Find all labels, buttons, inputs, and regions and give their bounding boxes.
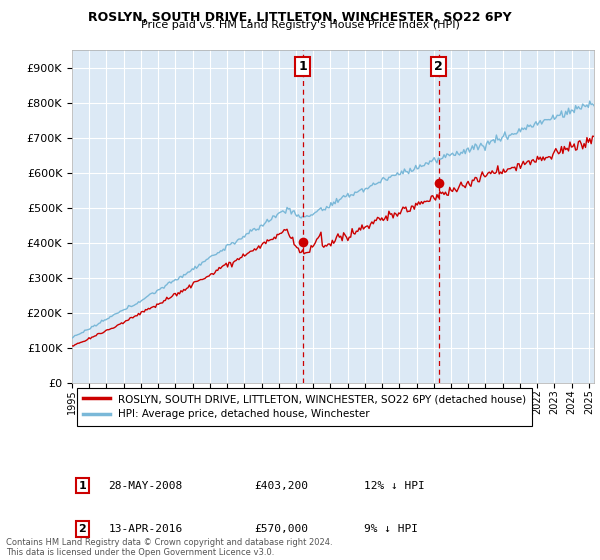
Text: 1: 1	[79, 480, 86, 491]
Legend: ROSLYN, SOUTH DRIVE, LITTLETON, WINCHESTER, SO22 6PY (detached house), HPI: Aver: ROSLYN, SOUTH DRIVE, LITTLETON, WINCHEST…	[77, 388, 532, 426]
Text: Price paid vs. HM Land Registry's House Price Index (HPI): Price paid vs. HM Land Registry's House …	[140, 20, 460, 30]
Text: £570,000: £570,000	[254, 524, 309, 534]
Text: 9% ↓ HPI: 9% ↓ HPI	[364, 524, 418, 534]
Text: 12% ↓ HPI: 12% ↓ HPI	[364, 480, 425, 491]
Text: ROSLYN, SOUTH DRIVE, LITTLETON, WINCHESTER, SO22 6PY: ROSLYN, SOUTH DRIVE, LITTLETON, WINCHEST…	[88, 11, 512, 24]
Text: 13-APR-2016: 13-APR-2016	[109, 524, 183, 534]
Text: 28-MAY-2008: 28-MAY-2008	[109, 480, 183, 491]
Text: Contains HM Land Registry data © Crown copyright and database right 2024.
This d: Contains HM Land Registry data © Crown c…	[6, 538, 332, 557]
Text: 2: 2	[79, 524, 86, 534]
Text: £403,200: £403,200	[254, 480, 309, 491]
Text: 1: 1	[298, 60, 307, 73]
Text: 2: 2	[434, 60, 443, 73]
